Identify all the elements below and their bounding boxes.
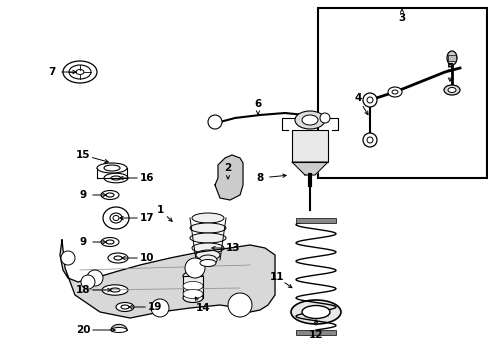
Ellipse shape [391, 90, 397, 94]
Ellipse shape [111, 176, 121, 180]
Bar [295, 330, 335, 335]
Ellipse shape [183, 282, 203, 291]
Text: 19: 19 [147, 302, 162, 312]
Bar [317, 8, 486, 178]
Text: 9: 9 [79, 237, 86, 247]
Text: 10: 10 [140, 253, 154, 263]
Ellipse shape [387, 87, 401, 97]
Circle shape [81, 275, 95, 289]
Ellipse shape [108, 253, 128, 263]
Polygon shape [215, 155, 243, 200]
Ellipse shape [362, 93, 376, 107]
Text: 4: 4 [354, 93, 361, 103]
Ellipse shape [103, 207, 129, 229]
Polygon shape [291, 162, 327, 175]
Ellipse shape [366, 97, 372, 103]
Ellipse shape [110, 288, 120, 292]
Ellipse shape [294, 111, 325, 129]
Ellipse shape [183, 289, 203, 298]
Ellipse shape [183, 293, 203, 302]
Bar [183, 276, 203, 298]
Text: 18: 18 [76, 285, 90, 295]
Ellipse shape [106, 193, 114, 197]
Circle shape [87, 270, 103, 286]
Ellipse shape [102, 285, 128, 295]
Circle shape [207, 115, 222, 129]
Ellipse shape [101, 238, 119, 247]
Ellipse shape [190, 223, 225, 233]
Ellipse shape [116, 302, 134, 311]
Circle shape [151, 299, 169, 317]
Text: 3: 3 [398, 13, 405, 23]
Ellipse shape [200, 260, 216, 266]
Ellipse shape [97, 163, 127, 173]
Ellipse shape [104, 173, 128, 183]
Text: 6: 6 [254, 99, 261, 109]
Text: 12: 12 [308, 330, 323, 340]
Text: 5: 5 [446, 63, 453, 73]
Ellipse shape [443, 85, 459, 95]
Circle shape [227, 293, 251, 317]
Ellipse shape [106, 240, 114, 244]
Text: 13: 13 [225, 243, 240, 253]
Ellipse shape [192, 213, 224, 223]
Ellipse shape [192, 243, 224, 253]
Text: 11: 11 [269, 272, 284, 282]
Bar [295, 218, 335, 223]
Ellipse shape [190, 233, 225, 243]
Circle shape [319, 113, 329, 123]
Text: 8: 8 [256, 173, 263, 183]
Ellipse shape [183, 271, 203, 280]
Bar [447, 55, 455, 61]
Text: 9: 9 [79, 190, 86, 200]
Ellipse shape [302, 306, 329, 319]
Text: 1: 1 [156, 205, 163, 215]
Text: 17: 17 [140, 213, 154, 223]
Bar [291, 130, 327, 162]
Ellipse shape [111, 328, 127, 333]
Text: 16: 16 [140, 173, 154, 183]
Ellipse shape [101, 190, 119, 199]
Ellipse shape [362, 133, 376, 147]
Circle shape [184, 258, 204, 278]
Ellipse shape [63, 61, 97, 83]
Text: 14: 14 [195, 303, 210, 313]
Circle shape [61, 251, 75, 265]
Ellipse shape [290, 300, 340, 324]
Text: 15: 15 [76, 150, 90, 160]
Polygon shape [111, 324, 127, 330]
Ellipse shape [104, 165, 120, 171]
Ellipse shape [446, 51, 456, 65]
Text: 20: 20 [76, 325, 90, 335]
Text: 2: 2 [224, 163, 231, 173]
Ellipse shape [366, 137, 372, 143]
Ellipse shape [302, 115, 317, 125]
Ellipse shape [113, 216, 119, 220]
Text: 7: 7 [48, 67, 56, 77]
Ellipse shape [76, 69, 84, 75]
Ellipse shape [121, 305, 129, 309]
Ellipse shape [447, 87, 455, 93]
Ellipse shape [199, 255, 217, 265]
Ellipse shape [69, 65, 91, 79]
Polygon shape [60, 240, 274, 318]
Ellipse shape [114, 256, 122, 260]
Ellipse shape [110, 213, 122, 223]
Ellipse shape [196, 250, 220, 260]
